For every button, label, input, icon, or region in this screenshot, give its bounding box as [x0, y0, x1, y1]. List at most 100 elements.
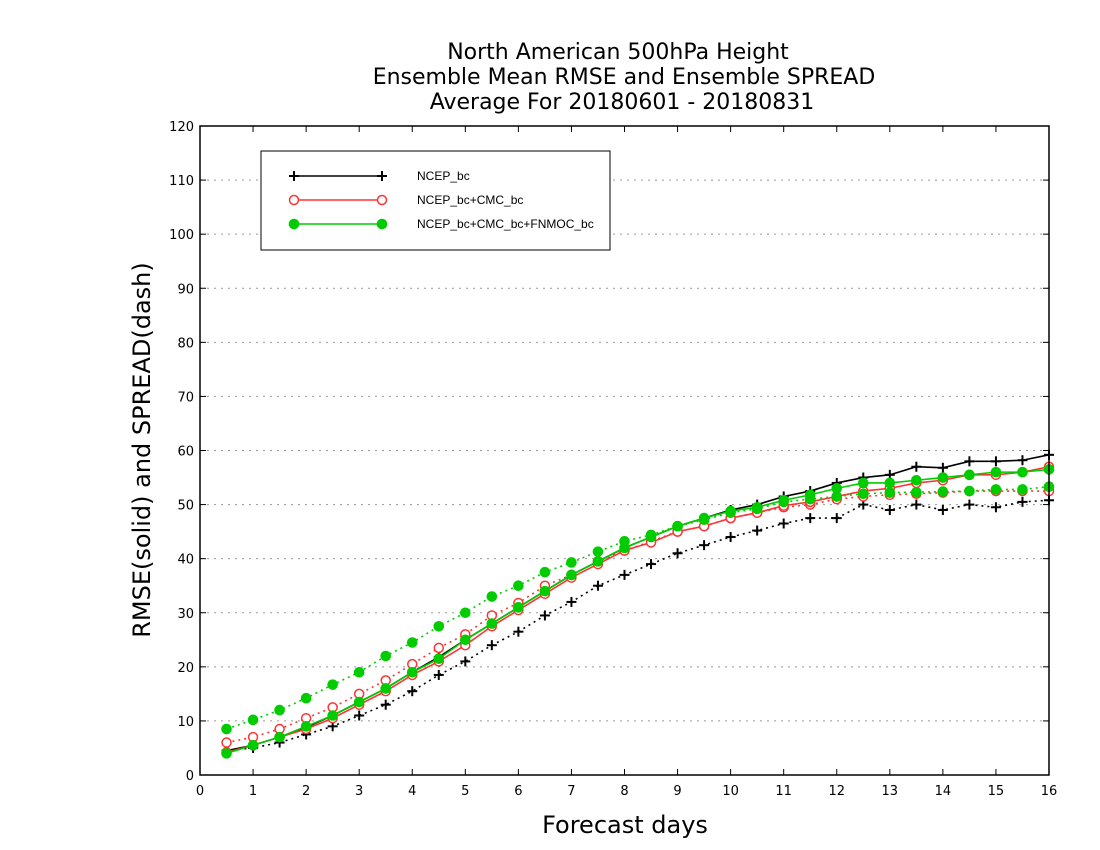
y-tick-label-50: 50 [177, 499, 194, 514]
x-tick-label-11: 11 [775, 784, 792, 799]
x-axis-label: Forecast days [542, 811, 708, 839]
ncep-bc-cmc-bc-fnmoc-bc-rmse-point-1 [247, 739, 259, 751]
ncep-bc-rmse-point-27 [937, 462, 948, 473]
y-tick-label-90: 90 [177, 282, 194, 297]
x-tick-label-2: 2 [302, 784, 310, 799]
ncep-bc-cmc-bc-fnmoc-bc-spread-point-5 [353, 666, 365, 678]
ncep-bc-spread-point-18 [699, 540, 710, 551]
ncep-bc-cmc-bc-spread-point-0 [221, 737, 232, 748]
ncep-bc-cmc-bc-fnmoc-bc-rmse-point-24 [857, 477, 869, 489]
legend-marker-start-ncep-bc [289, 171, 299, 181]
y-tick-label-80: 80 [177, 336, 194, 351]
ncep-bc-cmc-bc-fnmoc-bc-rmse-point-10 [486, 618, 498, 629]
ncep-bc-cmc-bc-fnmoc-bc-rmse-point-26 [911, 474, 922, 486]
ncep-bc-spread-point-27 [937, 504, 948, 515]
ncep-bc-spread-point-16 [646, 559, 657, 570]
ncep-bc-rmse-point-30 [1017, 455, 1028, 466]
y-tick-label-120: 120 [169, 120, 194, 135]
ncep-bc-spread-point-26 [911, 499, 922, 510]
ncep-bc-cmc-bc-fnmoc-bc-rmse-point-29 [990, 466, 1002, 478]
legend-label-ncep-bc: NCEP_bc [417, 169, 470, 183]
x-tick-label-5: 5 [461, 784, 469, 799]
y-tick-label-60: 60 [177, 445, 194, 460]
ncep-bc-spread-line [226, 499, 1050, 752]
ncep-bc-cmc-bc-fnmoc-bc-rmse-point-12 [539, 585, 551, 597]
x-tick-label-13: 13 [882, 784, 899, 799]
ncep-bc-cmc-bc-fnmoc-bc-rmse-point-11 [513, 602, 524, 613]
ncep-bc-spread-point-6 [380, 699, 391, 710]
legend-entry-ncep-bc: NCEP_bc [289, 169, 470, 183]
title-line-1: North American 500hPa Height [447, 40, 789, 65]
ncep-bc-cmc-bc-rmse-line [226, 465, 1050, 754]
y-tick-label-0: 0 [186, 769, 194, 784]
legend-marker-start-ncep-bc-cmc-bc-fnmoc-bc [288, 218, 300, 230]
ncep-bc-cmc-bc-fnmoc-bc-rmse-point-2 [274, 731, 285, 743]
ncep-bc-cmc-bc-fnmoc-bc-rmse-point-14 [592, 556, 604, 567]
ncep-bc-spread-point-11 [513, 626, 524, 637]
ncep-bc-cmc-bc-fnmoc-bc-rmse-point-0 [221, 748, 232, 759]
x-tick-label-1: 1 [249, 784, 257, 799]
ncep-bc-spread-point-5 [354, 710, 365, 721]
series-ncep-bc-cmc-bc-fnmoc-bc [221, 464, 1055, 759]
ncep-bc-spread-point-22 [805, 513, 816, 524]
ncep-bc-cmc-bc-fnmoc-bc-rmse-point-23 [831, 483, 843, 494]
x-tick-label-7: 7 [567, 784, 575, 799]
title-line-3: Average For 20180601 - 20180831 [430, 90, 815, 115]
ncep-bc-cmc-bc-fnmoc-bc-spread-point-11 [513, 580, 524, 592]
x-tick-label-0: 0 [196, 784, 204, 799]
legend-marker-end-ncep-bc-cmc-bc [376, 194, 388, 206]
ncep-bc-cmc-bc-fnmoc-bc-rmse-point-20 [751, 501, 763, 513]
x-tick-label-15: 15 [988, 784, 1005, 799]
ncep-bc-cmc-bc-fnmoc-bc-rmse-point-9 [460, 634, 471, 646]
y-tick-label-40: 40 [177, 553, 194, 568]
ncep-bc-cmc-bc-fnmoc-bc-spread-point-14 [592, 546, 604, 557]
ncep-bc-cmc-bc-fnmoc-bc-rmse-point-4 [327, 710, 338, 721]
ncep-bc-cmc-bc-fnmoc-bc-rmse-point-5 [353, 696, 365, 708]
x-tick-label-12: 12 [828, 784, 845, 799]
ncep-bc-cmc-bc-fnmoc-bc-spread-point-6 [380, 650, 392, 662]
ncep-bc-cmc-bc-fnmoc-bc-spread-point-12 [539, 566, 551, 578]
ncep-bc-cmc-bc-spread-line [226, 490, 1049, 744]
x-tick-label-8: 8 [620, 784, 628, 799]
grid [200, 179, 1049, 722]
ncep-bc-spread-point-12 [539, 610, 550, 621]
x-tick-label-4: 4 [408, 784, 416, 799]
ncep-bc-cmc-bc-fnmoc-bc-rmse-point-30 [1017, 466, 1028, 478]
ncep-bc-cmc-bc-fnmoc-bc-spread-point-3 [300, 692, 312, 704]
ncep-bc-spread-point-20 [752, 525, 763, 536]
ncep-bc-spread-point-28 [964, 499, 975, 510]
y-axis-ticks: 0 10 20 30 40 50 60 70 80 90 100 110 120 [169, 120, 1049, 784]
ncep-bc-cmc-bc-fnmoc-bc-rmse-point-16 [645, 531, 657, 543]
ncep-bc-spread-point-10 [486, 640, 497, 651]
ncep-bc-cmc-bc-fnmoc-bc-rmse-point-22 [804, 489, 816, 501]
y-tick-label-30: 30 [177, 607, 194, 622]
ncep-bc-spread-point-13 [566, 596, 577, 607]
y-tick-label-110: 110 [169, 174, 194, 189]
ncep-bc-spread-point-19 [725, 532, 736, 543]
ncep-bc-spread-point-8 [433, 669, 444, 680]
ncep-bc-rmse-point-29 [990, 456, 1001, 467]
ncep-bc-rmse-point-28 [964, 456, 975, 467]
ncep-bc-spread-point-17 [672, 548, 683, 559]
ncep-bc-cmc-bc-fnmoc-bc-spread-point-28 [964, 485, 975, 497]
y-tick-label-100: 100 [169, 228, 194, 243]
ncep-bc-cmc-bc-spread-point-8 [433, 642, 445, 654]
ncep-bc-spread-point-15 [619, 569, 630, 580]
legend-label-ncep-bc-cmc-bc-fnmoc-bc: NCEP_bc+CMC_bc+FNMOC_bc [417, 217, 594, 231]
ncep-bc-cmc-bc-fnmoc-bc-rmse-point-15 [619, 542, 630, 554]
ncep-bc-cmc-bc-fnmoc-bc-spread-point-8 [433, 620, 445, 632]
legend-entry-ncep-bc-cmc-bc: NCEP_bc+CMC_bc [288, 193, 523, 207]
series-layer [221, 449, 1055, 759]
x-tick-label-16: 16 [1041, 784, 1058, 799]
ncep-bc-cmc-bc-fnmoc-bc-rmse-point-19 [725, 505, 736, 517]
ncep-bc-cmc-bc-fnmoc-bc-rmse-point-17 [672, 520, 683, 532]
legend-label-ncep-bc-cmc-bc: NCEP_bc+CMC_bc [417, 193, 523, 207]
ncep-bc-cmc-bc-fnmoc-bc-spread-point-30 [1017, 484, 1028, 495]
ncep-bc-spread-point-30 [1017, 496, 1028, 507]
ncep-bc-cmc-bc-fnmoc-bc-spread-point-24 [857, 488, 869, 500]
x-tick-label-14: 14 [935, 784, 952, 799]
ncep-bc-spread-point-7 [407, 686, 418, 697]
legend: NCEP_bc NCEP_bc+CMC_bc NCEP_bc+CMC_bc+FNMO… [260, 150, 611, 251]
x-axis-ticks: 0 1 2 3 4 5 6 7 8 9 10 11 12 13 14 15 16 [196, 126, 1057, 799]
